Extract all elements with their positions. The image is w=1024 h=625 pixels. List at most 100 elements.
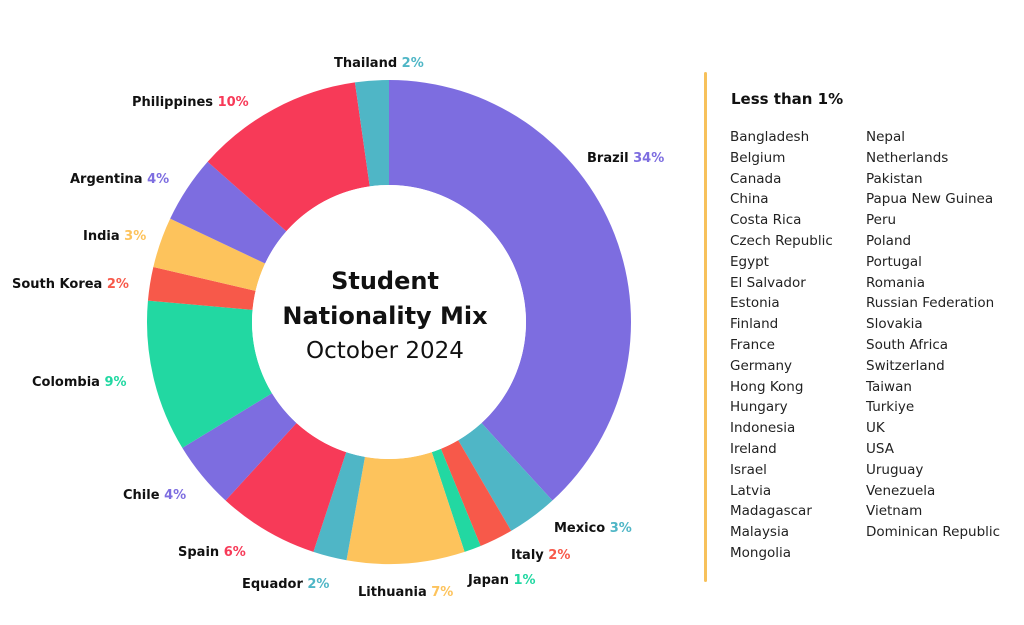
slice-name: South Korea — [12, 277, 107, 292]
slice-label-mexico: Mexico 3% — [554, 521, 632, 536]
country-item: UK — [866, 420, 885, 437]
slice-chile — [182, 393, 297, 501]
country-item: Finland — [730, 316, 779, 333]
slice-label-argentina: Argentina 4% — [70, 172, 169, 187]
slice-name: India — [83, 229, 124, 244]
country-item: Hungary — [730, 399, 788, 416]
donut-slices — [147, 80, 632, 564]
country-item: France — [730, 336, 775, 353]
slice-label-italy: Italy 2% — [511, 548, 570, 563]
country-item: South Africa — [866, 336, 949, 353]
country-item: Latvia — [730, 482, 772, 499]
slice-label-chile: Chile 4% — [123, 488, 186, 503]
chart-title-line-2: Nationality Mix — [282, 302, 488, 330]
country-item: Pakistan — [866, 170, 923, 187]
slice-label-japan: Japan 1% — [467, 573, 536, 588]
slice-labels: Brazil 34% Mexico 3% Italy 2% Japan 1% Lithu… — [12, 56, 664, 600]
country-item: Nepal — [866, 129, 905, 145]
country-item: Czech Republic — [730, 232, 833, 249]
country-item: Netherlands — [866, 149, 949, 166]
country-item: Poland — [866, 232, 912, 249]
country-item: El Salvador — [730, 274, 806, 291]
slice-philippines — [207, 82, 370, 232]
slice-label-brazil: Brazil 34% — [587, 151, 664, 166]
country-item: Papua New Guinea — [866, 191, 994, 208]
country-item: Vietnam — [866, 503, 923, 520]
slice-value: 2% — [107, 277, 129, 292]
country-item: Israel — [730, 461, 767, 478]
slice-label-philippines: Philippines 10% — [132, 95, 249, 110]
slice-label-spain: Spain 6% — [178, 545, 246, 560]
slice-value: 2% — [548, 548, 570, 563]
country-item: Estonia — [730, 295, 780, 312]
slice-name: Argentina — [70, 172, 147, 187]
country-item: Slovakia — [866, 316, 923, 333]
slice-name: Thailand — [334, 56, 402, 71]
country-item: Madagascar — [730, 503, 812, 520]
slice-india — [153, 218, 266, 291]
slice-value: 7% — [431, 585, 453, 600]
less-than-one-percent-panel: Less than 1% Bangladesh Belgium Canada Chin… — [730, 90, 1022, 561]
slice-name: Mexico — [554, 521, 610, 536]
country-item: Peru — [866, 212, 897, 229]
slice-name: Chile — [123, 488, 164, 503]
slice-value: 3% — [124, 229, 146, 244]
slice-name: Equador — [242, 577, 307, 592]
slice-italy — [440, 440, 512, 546]
country-item: Switzerland — [866, 357, 945, 374]
slice-lithuania — [346, 452, 465, 564]
slice-name: Spain — [178, 545, 224, 560]
country-item: Canada — [730, 170, 782, 187]
donut-hole — [252, 185, 526, 459]
donut-chart: Brazil 34% Mexico 3% Italy 2% Japan 1% Lithu… — [12, 56, 664, 600]
country-item: Ireland — [730, 440, 777, 457]
country-item: Costa Rica — [730, 212, 802, 229]
country-list-right: Nepal Netherlands Pakistan Papua New Guinea… — [866, 127, 1000, 543]
slice-label-colombia: Colombia 9% — [32, 375, 127, 390]
slice-thailand — [354, 80, 389, 187]
country-list-left: Bangladesh Belgium Canada China Costa Rica Cz… — [730, 127, 833, 564]
country-item: Bangladesh — [730, 129, 810, 145]
country-item: Germany — [730, 357, 793, 374]
country-item: Hong Kong — [730, 378, 804, 395]
slice-spain — [225, 423, 347, 552]
slice-value: 10% — [218, 95, 249, 110]
slice-name: Italy — [511, 548, 548, 563]
slice-south-korea — [147, 266, 256, 310]
country-item: Belgium — [730, 149, 786, 166]
country-item: Uruguay — [866, 461, 924, 478]
country-item: Turkiye — [866, 399, 915, 416]
slice-value: 9% — [104, 375, 126, 390]
slice-name: Lithuania — [358, 585, 431, 600]
slice-value: 4% — [164, 488, 186, 503]
slice-japan — [431, 448, 481, 552]
slice-mexico — [458, 423, 553, 531]
chart-title-line-1: Student — [331, 267, 439, 295]
slice-label-thailand: Thailand 2% — [334, 56, 424, 71]
slice-label-india: India 3% — [83, 229, 146, 244]
country-item: Romania — [866, 274, 926, 291]
slice-argentina — [170, 161, 287, 264]
country-item: Taiwan — [866, 378, 912, 395]
country-item: China — [730, 191, 769, 208]
slice-name: Japan — [467, 573, 513, 588]
slice-name: Philippines — [132, 95, 218, 110]
panel-heading: Less than 1% — [731, 90, 844, 108]
country-item: Venezuela — [866, 482, 936, 499]
slice-equador — [313, 452, 365, 561]
slice-value: 34% — [633, 151, 664, 166]
chart-subtitle: October 2024 — [306, 338, 464, 364]
slice-value: 2% — [307, 577, 329, 592]
country-item: Egypt — [730, 253, 769, 270]
slice-colombia — [147, 300, 272, 448]
slice-label-lithuania: Lithuania 7% — [358, 585, 453, 600]
slice-label-equador: Equador 2% — [242, 577, 329, 592]
country-item: Dominican Republic — [866, 524, 1001, 541]
country-item: Portugal — [866, 253, 922, 270]
slice-value: 4% — [147, 172, 169, 187]
slice-label-south-korea: South Korea 2% — [12, 277, 129, 292]
slice-name: Brazil — [587, 151, 633, 166]
slice-value: 1% — [513, 573, 535, 588]
slice-value: 2% — [402, 56, 424, 71]
divider-line — [704, 72, 707, 582]
